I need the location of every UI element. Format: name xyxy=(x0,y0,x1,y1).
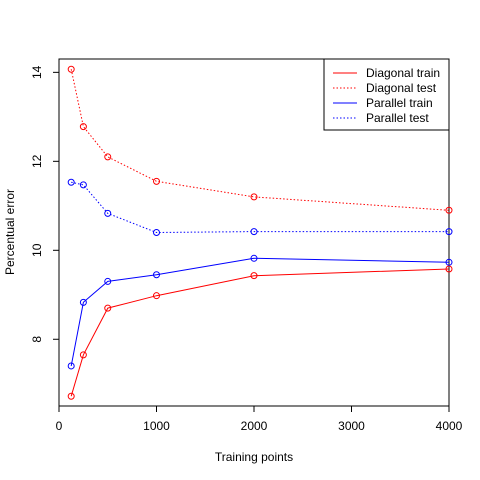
series-point xyxy=(445,265,453,273)
legend-label: Diagonal train xyxy=(366,66,440,80)
series-point xyxy=(153,292,160,300)
x-axis: 0 1000 2000 3000 4000 xyxy=(56,406,463,433)
x-tick-label: 4000 xyxy=(436,419,463,433)
y-tick-label: 12 xyxy=(30,154,44,168)
series-point xyxy=(104,209,112,217)
y-tick-label: 8 xyxy=(30,336,44,343)
series-point xyxy=(153,271,160,279)
series-point xyxy=(104,277,112,285)
series-point xyxy=(67,178,75,186)
series-point xyxy=(104,304,112,312)
y-axis: 8 10 12 14 xyxy=(30,65,59,343)
series-point xyxy=(250,254,258,262)
y-tick-label: 14 xyxy=(30,65,44,79)
series-point xyxy=(250,228,258,236)
series-point xyxy=(67,362,75,370)
series-point xyxy=(445,206,453,214)
series-point xyxy=(445,258,453,266)
series-point xyxy=(79,181,87,189)
series-point xyxy=(79,298,87,306)
series-point xyxy=(67,65,75,73)
legend-label: Parallel train xyxy=(366,96,433,110)
x-tick-label: 1000 xyxy=(143,419,170,433)
series-point xyxy=(153,229,160,236)
x-tick-label: 0 xyxy=(56,419,63,433)
series-layer xyxy=(67,65,453,400)
series-point xyxy=(250,193,258,201)
series-point xyxy=(250,272,258,280)
y-tick-label: 10 xyxy=(30,243,44,257)
series-line xyxy=(70,257,450,367)
series-point xyxy=(79,123,87,131)
legend-label: Diagonal test xyxy=(366,81,437,95)
x-tick-label: 3000 xyxy=(338,419,365,433)
series-point xyxy=(104,153,112,161)
x-axis-label: Training points xyxy=(215,450,293,464)
series-point xyxy=(153,177,160,185)
series-point xyxy=(445,228,453,236)
legend-label: Parallel test xyxy=(366,111,429,125)
x-tick-label: 2000 xyxy=(241,419,268,433)
series-line xyxy=(70,268,450,397)
series-point xyxy=(79,351,87,359)
series-point xyxy=(67,392,75,400)
series-line xyxy=(71,181,449,234)
y-axis-label: Percentual error xyxy=(3,189,17,275)
